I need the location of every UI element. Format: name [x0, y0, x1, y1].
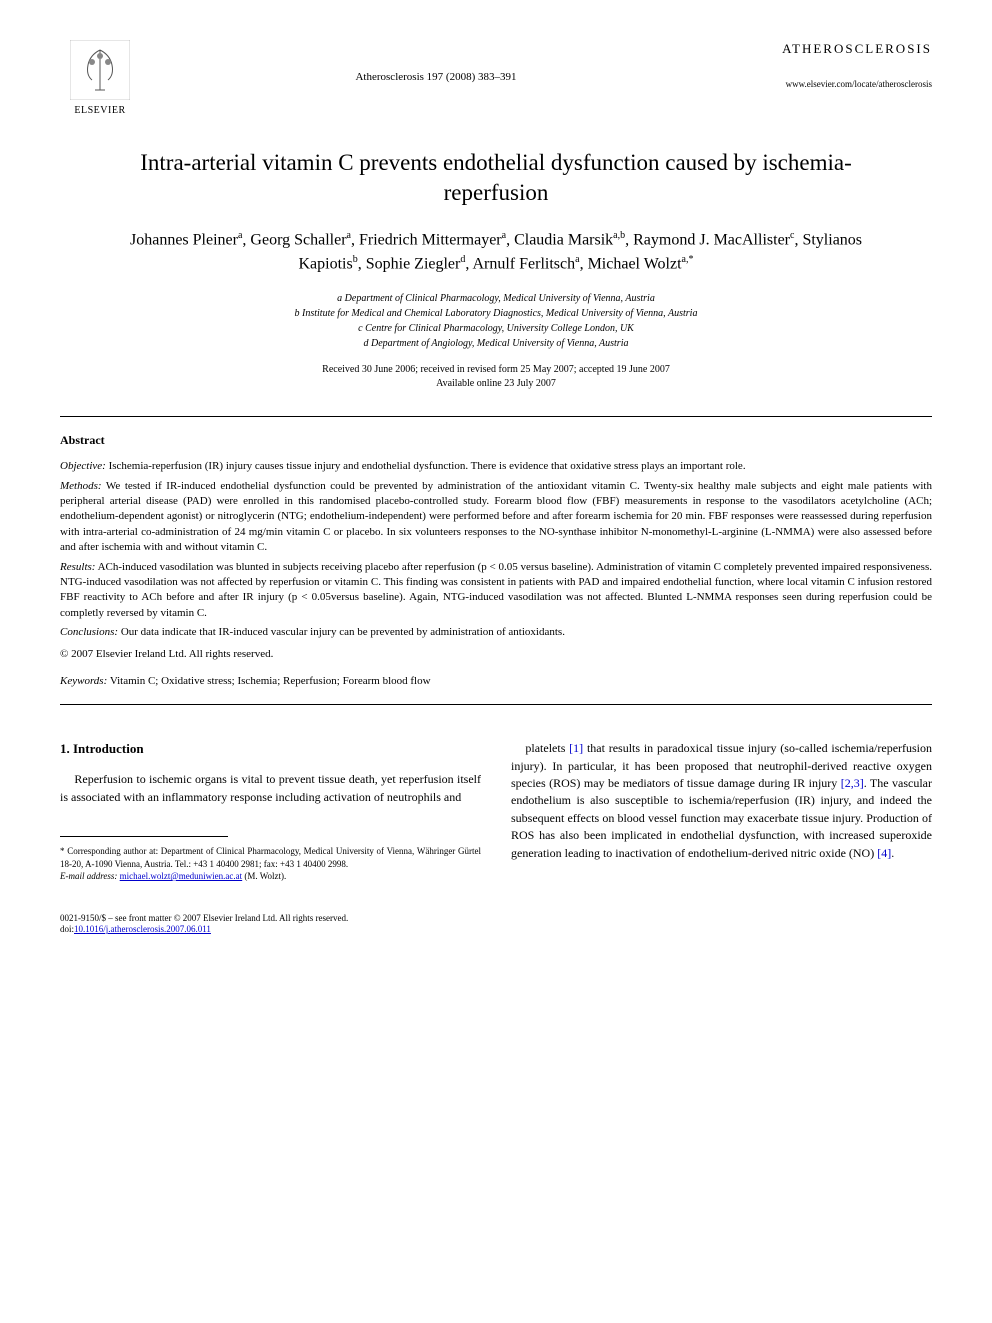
divider-bottom — [60, 704, 932, 705]
abstract-methods-text: We tested if IR-induced endothelial dysf… — [60, 480, 932, 554]
authors-list: Johannes Pleinera, Georg Schallera, Frie… — [100, 228, 892, 277]
affiliation-b: b Institute for Medical and Chemical Lab… — [60, 306, 932, 321]
footnote-divider — [60, 836, 228, 837]
section-title: Introduction — [73, 741, 144, 756]
publisher-name: ELSEVIER — [74, 104, 125, 118]
abstract-conclusions-text: Our data indicate that IR-induced vascul… — [121, 626, 565, 638]
email-label: E-mail address: — [60, 871, 117, 881]
email-link[interactable]: michael.wolzt@meduniwien.ac.at — [120, 871, 243, 881]
journal-name: ATHEROSCLEROSIS — [732, 40, 932, 58]
abstract-methods-label: Methods: — [60, 480, 102, 492]
keywords-text: Vitamin C; Oxidative stress; Ischemia; R… — [110, 675, 431, 687]
corresponding-text: * Corresponding author at: Department of… — [60, 845, 481, 870]
dates-online: Available online 23 July 2007 — [60, 377, 932, 391]
footer-doi-row: doi:10.1016/j.atherosclerosis.2007.06.01… — [60, 924, 932, 936]
doi-link[interactable]: 10.1016/j.atherosclerosis.2007.06.011 — [74, 924, 211, 934]
article-dates: Received 30 June 2006; received in revis… — [60, 363, 932, 391]
abstract-methods: Methods: We tested if IR-induced endothe… — [60, 479, 932, 556]
journal-url: www.elsevier.com/locate/atherosclerosis — [732, 78, 932, 91]
header-citation: Atherosclerosis 197 (2008) 383–391 — [140, 40, 732, 85]
abstract-results: Results: ACh-induced vasodilation was bl… — [60, 560, 932, 622]
abstract-results-label: Results: — [60, 561, 95, 573]
header-journal-block: ATHEROSCLEROSIS www.elsevier.com/locate/… — [732, 40, 932, 91]
footer-copyright: 0021-9150/$ – see front matter © 2007 El… — [60, 913, 932, 925]
divider-top — [60, 416, 932, 417]
section-1-heading: 1. Introduction — [60, 740, 481, 759]
elsevier-tree-icon — [70, 40, 130, 100]
abstract-conclusions-label: Conclusions: — [60, 626, 118, 638]
abstract-objective-label: Objective: — [60, 460, 106, 472]
keywords-label: Keywords: — [60, 675, 107, 687]
abstract-copyright: © 2007 Elsevier Ireland Ltd. All rights … — [60, 647, 932, 662]
intro-paragraph-2: platelets [1] that results in paradoxica… — [511, 740, 932, 862]
corresponding-author-footnote: * Corresponding author at: Department of… — [60, 845, 481, 883]
abstract-heading: Abstract — [60, 432, 932, 449]
intro-paragraph-1: Reperfusion to ischemic organs is vital … — [60, 771, 481, 806]
keywords-row: Keywords: Vitamin C; Oxidative stress; I… — [60, 674, 932, 689]
section-number: 1. — [60, 741, 70, 756]
affiliation-a: a Department of Clinical Pharmacology, M… — [60, 291, 932, 306]
email-suffix: (M. Wolzt). — [244, 871, 286, 881]
page-header: ELSEVIER Atherosclerosis 197 (2008) 383–… — [60, 40, 932, 118]
email-row: E-mail address: michael.wolzt@meduniwien… — [60, 870, 481, 883]
affiliation-c: c Centre for Clinical Pharmacology, Univ… — [60, 321, 932, 336]
body-columns: 1. Introduction Reperfusion to ischemic … — [60, 740, 932, 882]
affiliation-d: d Department of Angiology, Medical Unive… — [60, 336, 932, 351]
doi-label: doi: — [60, 924, 74, 934]
abstract-objective-text: Ischemia-reperfusion (IR) injury causes … — [109, 460, 746, 472]
dates-received: Received 30 June 2006; received in revis… — [60, 363, 932, 377]
abstract-objective: Objective: Ischemia-reperfusion (IR) inj… — [60, 459, 932, 474]
abstract-conclusions: Conclusions: Our data indicate that IR-i… — [60, 625, 932, 640]
article-title: Intra-arterial vitamin C prevents endoth… — [120, 148, 872, 208]
column-left: 1. Introduction Reperfusion to ischemic … — [60, 740, 481, 882]
abstract-results-text: ACh-induced vasodilation was blunted in … — [60, 561, 932, 619]
publisher-logo: ELSEVIER — [60, 40, 140, 118]
column-right: platelets [1] that results in paradoxica… — [511, 740, 932, 882]
page-footer: 0021-9150/$ – see front matter © 2007 El… — [60, 913, 932, 936]
affiliations-block: a Department of Clinical Pharmacology, M… — [60, 291, 932, 351]
